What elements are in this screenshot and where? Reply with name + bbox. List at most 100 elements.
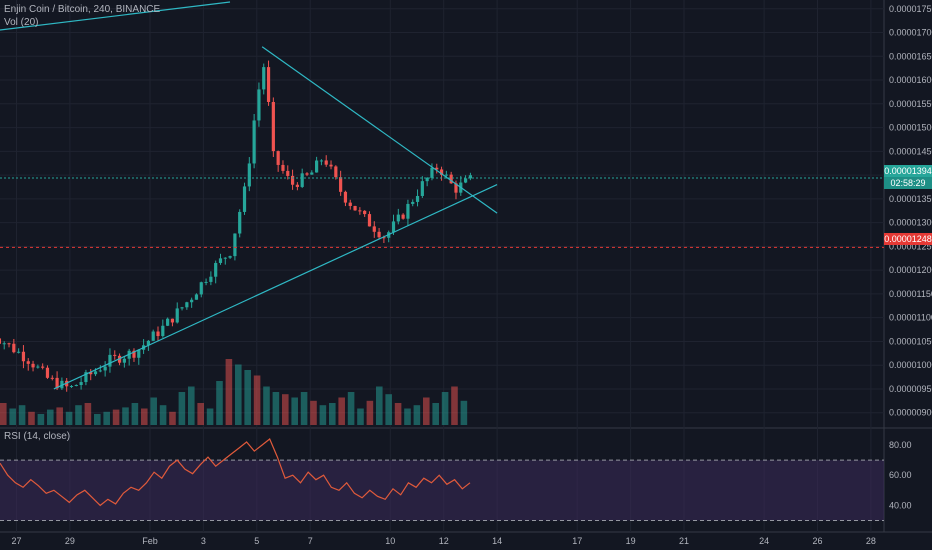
candle-body xyxy=(286,170,290,176)
candle-body xyxy=(137,349,141,358)
volume-bar xyxy=(235,364,242,425)
candle-body xyxy=(209,276,213,282)
candle-body xyxy=(233,233,237,257)
volume-bar xyxy=(103,411,110,425)
candle-body xyxy=(60,380,64,389)
time-tick-label: 7 xyxy=(308,536,313,546)
candle-body xyxy=(161,325,165,337)
candle-body xyxy=(310,172,314,175)
rsi-tick-label: 80.00 xyxy=(889,440,912,450)
volume-bar xyxy=(197,403,204,425)
volume-bar xyxy=(244,370,251,425)
candle-body xyxy=(156,331,160,337)
candle-body xyxy=(17,351,21,353)
candle-body xyxy=(2,343,6,345)
candle-body xyxy=(223,257,227,259)
volume-bar xyxy=(188,386,195,425)
candle-body xyxy=(372,226,376,232)
candle-body xyxy=(449,174,453,184)
time-tick-label: 21 xyxy=(679,536,689,546)
candle-body xyxy=(113,354,117,356)
candle-body xyxy=(300,173,304,187)
price-tick-label: 0.00001700 xyxy=(889,28,932,38)
volume-bar xyxy=(178,392,186,425)
volume-bar xyxy=(441,392,449,425)
volume-bar xyxy=(225,359,233,425)
candle-body xyxy=(391,221,396,233)
candle-body xyxy=(190,299,194,303)
candle-body xyxy=(238,211,242,234)
candle-body xyxy=(69,386,74,388)
candle-body xyxy=(439,169,444,175)
candle-body xyxy=(218,258,223,263)
candle-body xyxy=(420,181,424,196)
candle-body xyxy=(214,262,218,277)
candle-body xyxy=(98,370,102,372)
time-tick-label: 17 xyxy=(572,536,582,546)
volume-bar xyxy=(310,400,317,425)
candle-body xyxy=(7,343,11,345)
volume-bar xyxy=(385,394,392,425)
candle-body xyxy=(401,214,405,219)
volume-bar xyxy=(423,397,430,425)
candle-body xyxy=(252,120,256,164)
candle-body xyxy=(367,214,372,227)
candle-body xyxy=(79,382,83,386)
volume-bar xyxy=(319,405,327,425)
time-tick-label: 19 xyxy=(626,536,636,546)
price-tick-label: 0.00001100 xyxy=(889,313,932,323)
volume-bar xyxy=(460,400,468,425)
volume-bar xyxy=(338,397,345,425)
candle-body xyxy=(334,166,338,178)
volume-bar xyxy=(300,392,308,425)
volume-bar xyxy=(112,409,120,425)
current-price-tag: 0.00001394 xyxy=(884,165,932,177)
time-tick-label: Feb xyxy=(142,536,158,546)
volume-bar xyxy=(37,414,45,425)
candle-body xyxy=(31,363,35,368)
price-tick-label: 0.00001450 xyxy=(889,146,932,156)
candle-body xyxy=(329,164,333,167)
candle-body xyxy=(21,351,26,362)
candle-body xyxy=(406,203,410,219)
candle-body xyxy=(358,210,362,212)
price-tick-label: 0.00001650 xyxy=(889,51,932,61)
volume-bar xyxy=(75,405,82,425)
candle-body xyxy=(411,201,415,204)
candle-body xyxy=(319,160,324,162)
volume-bar xyxy=(9,408,16,425)
volume-bar xyxy=(216,381,223,425)
candle-body xyxy=(377,231,381,238)
candle-body xyxy=(281,164,285,171)
volume-bar xyxy=(65,411,73,425)
candle-body xyxy=(295,184,299,187)
price-tick-label: 0.00001000 xyxy=(889,360,932,370)
price-tick-label: 0.00001600 xyxy=(889,75,932,85)
candle-body xyxy=(166,318,170,326)
volume-bar xyxy=(94,414,101,425)
time-tick-label: 27 xyxy=(11,536,21,546)
rsi-tick-label: 40.00 xyxy=(889,500,912,510)
volume-bar xyxy=(84,403,92,425)
candle-body xyxy=(41,366,45,368)
volume-bar xyxy=(347,392,355,425)
time-tick-label: 3 xyxy=(201,536,206,546)
volume-bar xyxy=(131,403,139,425)
support-price-tag: 0.00001248 xyxy=(884,233,932,245)
time-tick-label: 24 xyxy=(759,536,769,546)
candle-body xyxy=(0,338,2,344)
candle-body xyxy=(348,202,352,206)
volume-bar xyxy=(56,407,63,425)
candle-body xyxy=(271,101,275,152)
candle-body xyxy=(247,163,251,187)
rsi-legend: RSI (14, close) xyxy=(4,431,71,442)
candle-body xyxy=(180,307,184,309)
volume-bar xyxy=(159,405,167,425)
candle-body xyxy=(444,174,448,176)
price-tick-label: 0.00000950 xyxy=(889,384,932,394)
volume-bar xyxy=(18,405,26,425)
candle-body xyxy=(435,167,439,170)
candle-body xyxy=(108,354,112,367)
